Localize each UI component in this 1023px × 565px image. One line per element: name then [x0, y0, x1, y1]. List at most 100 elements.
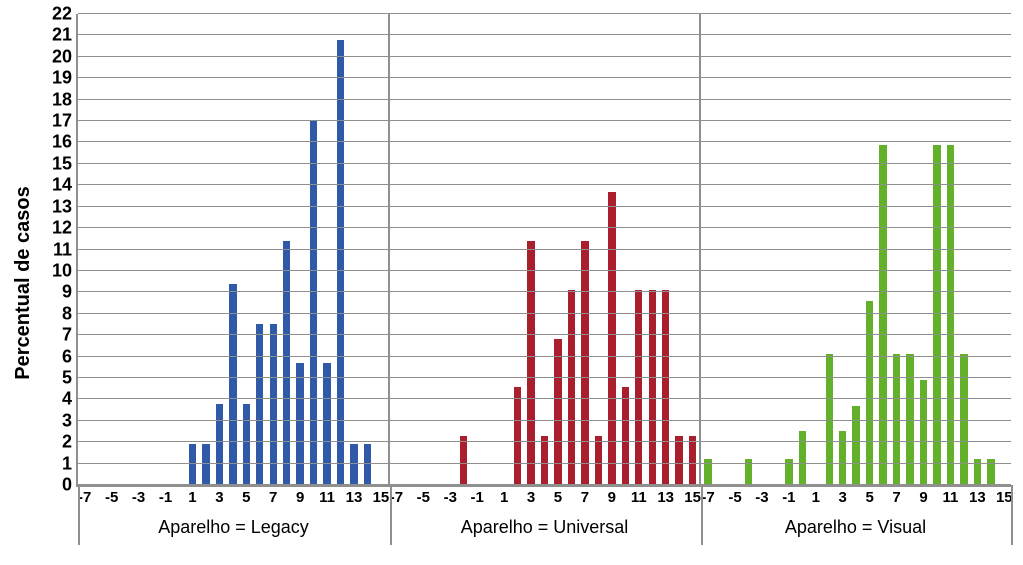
y-tick-label: 18: [38, 89, 72, 110]
panel-bars: [390, 14, 700, 485]
gridline: [78, 420, 1011, 421]
x-tick-label: 5: [554, 489, 562, 506]
panel: -7-5-3-113579111315: [78, 14, 390, 485]
x-tick-label: -1: [782, 489, 795, 506]
x-tick-label: 3: [527, 489, 535, 506]
y-tick-label: 4: [38, 389, 72, 410]
x-tick-label: 1: [500, 489, 508, 506]
bar: [243, 404, 250, 485]
y-tick-label: 16: [38, 132, 72, 153]
gridline: [78, 34, 1011, 35]
y-tick-label: 6: [38, 346, 72, 367]
y-tick-label: 8: [38, 303, 72, 324]
y-tick-label: 5: [38, 367, 72, 388]
panel: -7-5-3-113579111315: [701, 14, 1011, 485]
gridline: [78, 227, 1011, 228]
bar: [323, 363, 330, 485]
x-tick-label: -1: [159, 489, 172, 506]
y-tick-label: 13: [38, 196, 72, 217]
x-tick-label: -5: [105, 489, 118, 506]
x-tick-label: -3: [444, 489, 457, 506]
panel-title: Aparelho = Universal: [389, 517, 700, 538]
x-tick-label: 7: [892, 489, 900, 506]
gridline: [78, 356, 1011, 357]
gridline: [78, 99, 1011, 100]
y-tick-label: 22: [38, 4, 72, 25]
gridline: [78, 13, 1011, 14]
y-axis-title: Percentual de casos: [12, 186, 35, 379]
gridline: [78, 377, 1011, 378]
y-tick-label: 3: [38, 410, 72, 431]
gridline: [78, 441, 1011, 442]
gridline: [78, 291, 1011, 292]
bar: [460, 436, 467, 485]
bar: [839, 431, 846, 485]
panel-separator: [1011, 485, 1013, 545]
bar: [920, 380, 927, 485]
gridline: [78, 206, 1011, 207]
x-tick-label: -3: [755, 489, 768, 506]
panel-titles-row: Aparelho = LegacyAparelho = UniversalApa…: [78, 517, 1011, 538]
bar: [270, 324, 277, 485]
bar: [202, 444, 209, 485]
x-tick-label: 9: [919, 489, 927, 506]
gridline: [78, 463, 1011, 464]
x-tick-label: -5: [417, 489, 430, 506]
panel: -7-5-3-113579111315: [390, 14, 702, 485]
x-tick-label: 11: [631, 489, 647, 506]
bar: [337, 40, 344, 485]
bar: [256, 324, 263, 485]
x-tick-label: 13: [969, 489, 986, 506]
x-tick-label: 9: [296, 489, 304, 506]
gridline: [78, 249, 1011, 250]
bar: [852, 406, 859, 485]
x-tick-label: -3: [132, 489, 145, 506]
bar: [649, 290, 656, 485]
panel-title: Aparelho = Legacy: [78, 517, 389, 538]
y-tick-label: 19: [38, 68, 72, 89]
panel-bars: [78, 14, 388, 485]
gridline: [78, 313, 1011, 314]
x-tick-label: -7: [701, 489, 714, 506]
x-tick-label: -7: [78, 489, 91, 506]
y-tick-label: 10: [38, 260, 72, 281]
bar: [662, 290, 669, 485]
x-tick-label: -5: [728, 489, 741, 506]
bar: [866, 301, 873, 485]
x-tick-label: 7: [269, 489, 277, 506]
x-tick-label: 11: [942, 489, 958, 506]
y-tick-label: 0: [38, 475, 72, 496]
panels-container: -7-5-3-113579111315-7-5-3-113579111315-7…: [78, 14, 1011, 485]
x-tick-label: 5: [865, 489, 873, 506]
y-tick-label: 11: [38, 239, 72, 260]
x-tick-label: 5: [242, 489, 250, 506]
x-tick-label: 9: [608, 489, 616, 506]
bar: [595, 436, 602, 485]
bar: [947, 145, 954, 485]
y-tick-label: 1: [38, 453, 72, 474]
bar: [229, 284, 236, 485]
gridline: [78, 141, 1011, 142]
x-tick-label: 15: [373, 489, 390, 506]
panel-bars: [701, 14, 1011, 485]
gridline: [78, 398, 1011, 399]
x-tick-label: 13: [346, 489, 363, 506]
bar: [799, 431, 806, 485]
y-tick-label: 17: [38, 111, 72, 132]
bar: [568, 290, 575, 485]
bar: [622, 387, 629, 485]
bar: [541, 436, 548, 485]
x-tick-label: 7: [581, 489, 589, 506]
panel-title: Aparelho = Visual: [700, 517, 1011, 538]
plot-area: -7-5-3-113579111315-7-5-3-113579111315-7…: [76, 14, 1011, 487]
y-tick-label: 9: [38, 282, 72, 303]
x-tick-label: -1: [471, 489, 484, 506]
gridline: [78, 56, 1011, 57]
x-tick-label: 3: [839, 489, 847, 506]
gridline: [78, 184, 1011, 185]
bar: [189, 444, 196, 485]
gridline: [78, 120, 1011, 121]
x-tick-label: 13: [657, 489, 674, 506]
y-tick-label: 12: [38, 218, 72, 239]
y-tick-label: 7: [38, 325, 72, 346]
